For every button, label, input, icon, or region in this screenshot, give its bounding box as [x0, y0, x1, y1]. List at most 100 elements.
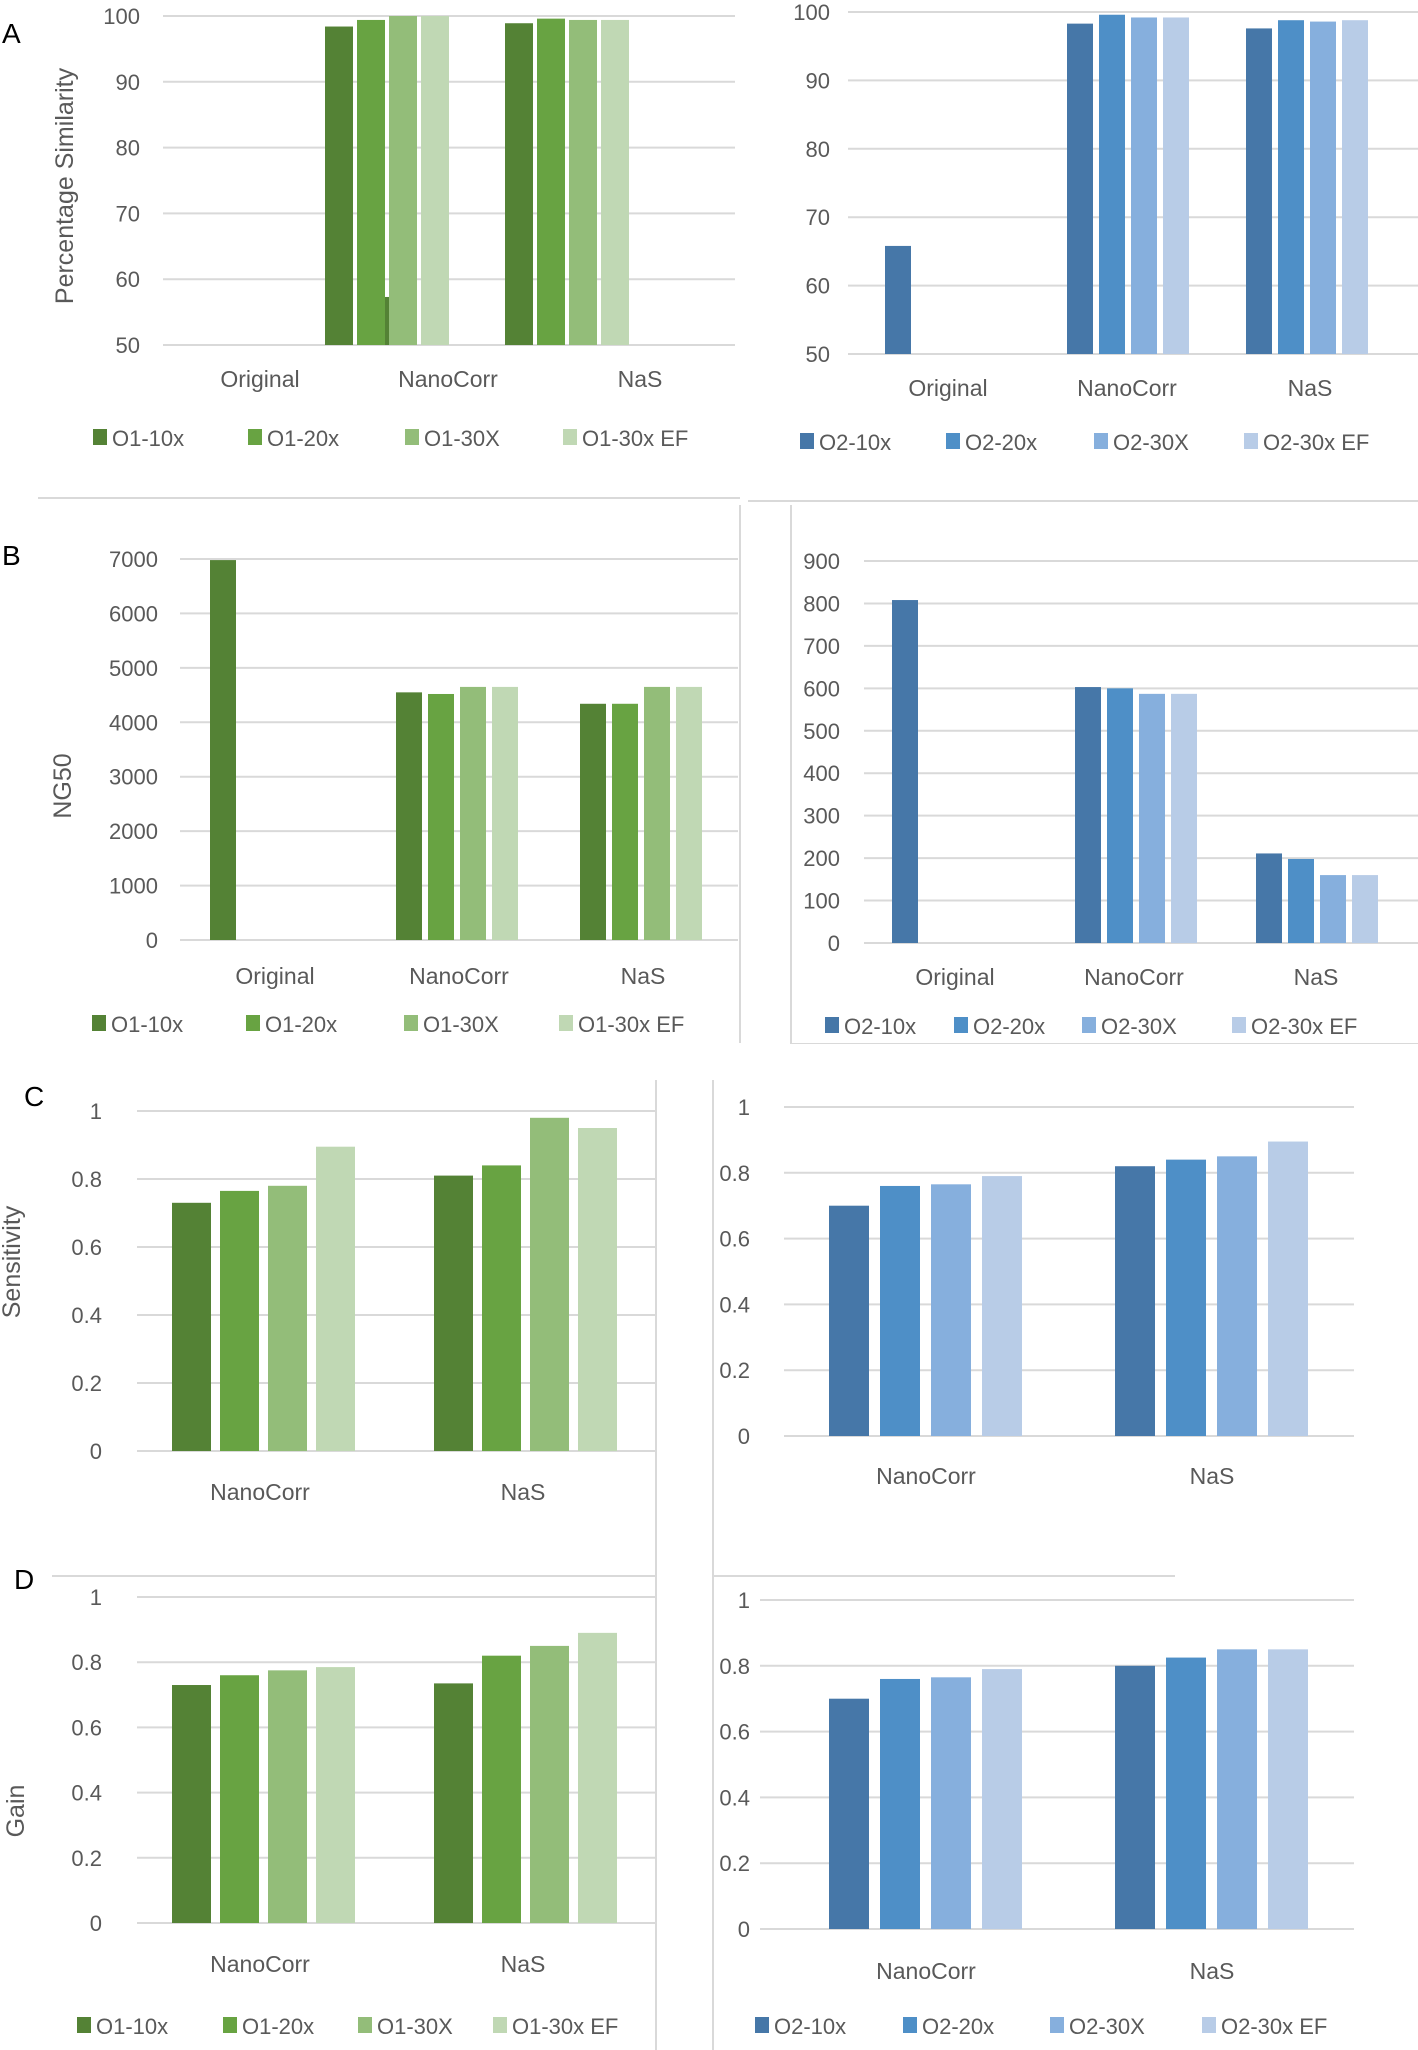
y-tick-label: 800	[803, 591, 840, 616]
bar-o1-30x-ef-nanocorr	[316, 1667, 355, 1923]
y-tick-label: 1	[90, 1585, 102, 1610]
y-tick-label: 0.4	[719, 1292, 750, 1317]
bar-o2-10x-nanocorr	[829, 1205, 869, 1436]
x-category-label: Original	[915, 964, 994, 990]
panel-letter-d: D	[14, 1564, 35, 1595]
y-tick-label: 0.6	[719, 1227, 750, 1252]
y-tick-label: 0.6	[71, 1235, 102, 1260]
bar-o1-30x-nas	[389, 16, 417, 345]
y-tick-label: 0.2	[71, 1371, 102, 1396]
y-tick-label: 80	[116, 136, 140, 161]
bar-o2-30x-ef-nanocorr	[1171, 693, 1197, 943]
bar-o2-20x-nas	[1278, 20, 1304, 354]
bar-o1-20x-nanocorr	[220, 1190, 259, 1451]
x-category-label: Original	[908, 375, 987, 401]
y-axis-label: Sensitivity	[0, 1205, 26, 1318]
x-category-label: NaS	[501, 1479, 546, 1505]
legend-label: O2-30x EF	[1221, 2014, 1327, 2039]
bar-o1-10x-nanocorr	[172, 1685, 211, 1923]
y-tick-label: 0	[738, 1424, 750, 1449]
bar-o1-10x-nas	[434, 1175, 473, 1451]
x-category-label: NaS	[1288, 375, 1333, 401]
y-tick-label: 0.2	[719, 1358, 750, 1383]
y-tick-label: 100	[803, 889, 840, 914]
y-tick-label: 7000	[109, 547, 158, 572]
y-tick-label: 1	[738, 1588, 750, 1613]
legend-swatch	[92, 1015, 106, 1031]
legend-swatch	[246, 1015, 260, 1031]
legend-swatch	[1094, 433, 1108, 449]
x-category-label: NanoCorr	[398, 366, 498, 392]
x-category-label: NaS	[618, 366, 663, 392]
bar-o1-30x-ef-nas	[578, 1128, 617, 1451]
legend-label: O2-30X	[1069, 2014, 1145, 2039]
bar-o2-20x-nas	[1288, 858, 1314, 943]
bar-o1-30x-nas	[530, 1645, 569, 1923]
legend-label: O2-20x	[965, 430, 1037, 455]
bar-o2-20x-nanocorr	[880, 1185, 920, 1436]
y-tick-label: 0.8	[71, 1167, 102, 1192]
divider-c-d-right	[712, 1575, 1175, 1577]
legend-swatch	[563, 429, 577, 445]
bar-o2-20x-nas	[1166, 1159, 1206, 1436]
y-tick-label: 1	[90, 1099, 102, 1124]
x-category-label: NanoCorr	[1084, 964, 1184, 990]
y-tick-label: 0.6	[71, 1715, 102, 1740]
y-tick-label: 3000	[109, 765, 158, 790]
y-tick-label: 0.2	[719, 1851, 750, 1876]
bar-o2-30x-nas	[1320, 875, 1346, 943]
bar-o2-10x-original	[892, 600, 918, 943]
x-category-label: NanoCorr	[1077, 375, 1177, 401]
y-tick-label: 200	[803, 846, 840, 871]
bar-o2-20x-nanocorr	[880, 1678, 920, 1929]
bar-o2-10x-nas	[1115, 1166, 1155, 1436]
bar-o2-20x-nas	[1166, 1657, 1206, 1929]
y-tick-label: 0.8	[719, 1161, 750, 1186]
y-tick-label: 0.4	[719, 1785, 750, 1810]
x-category-label: Original	[220, 366, 299, 392]
bar-o1-30x-ef-nanocorr	[316, 1146, 355, 1451]
y-tick-label: 100	[103, 4, 140, 29]
legend-swatch	[1202, 2017, 1216, 2033]
legend-swatch	[405, 429, 419, 445]
divider-b-right-left-edge	[790, 505, 792, 1043]
bar-o2-10x-nas	[1256, 853, 1282, 943]
bar-o2-10x-nas	[1246, 28, 1272, 354]
legend-label: O1-10x	[111, 1012, 183, 1037]
legend-swatch	[1082, 1017, 1096, 1033]
y-tick-label: 5000	[109, 656, 158, 681]
y-tick-label: 60	[116, 267, 140, 292]
x-category-label: NanoCorr	[210, 1479, 310, 1505]
bar-o2-30x-ef-nas	[1352, 875, 1378, 943]
bar-o1-10x-nanocorr	[172, 1202, 211, 1451]
legend-label: O1-30X	[424, 426, 500, 451]
x-category-label: NaS	[1190, 1958, 1235, 1984]
bar-o1-10x-nanocorr	[505, 23, 533, 345]
bar-o1-10x-nanocorr	[396, 692, 422, 940]
legend-label: O2-10x	[774, 2014, 846, 2039]
y-tick-label: 0.4	[71, 1781, 102, 1806]
bar-o1-20x-nas	[482, 1655, 521, 1923]
y-tick-label: 700	[803, 634, 840, 659]
bar-o2-30x-nas	[1217, 1156, 1257, 1436]
y-tick-label: 2000	[109, 819, 158, 844]
y-tick-label: 0.6	[719, 1720, 750, 1745]
y-tick-label: 0	[738, 1917, 750, 1942]
bar-o2-10x-nanocorr	[829, 1698, 869, 1929]
legend-swatch	[903, 2017, 917, 2033]
y-tick-label: 60	[806, 274, 830, 299]
bar-o2-30x-ef-nas	[1342, 20, 1368, 354]
bar-o1-30x-ef-nas	[578, 1632, 617, 1923]
y-axis-label: NG50	[49, 753, 77, 818]
divider-b-left-right	[739, 505, 741, 1043]
panel-letter-c: C	[24, 1081, 45, 1112]
legend-swatch	[223, 2017, 237, 2033]
bar-o1-10x-original	[210, 560, 236, 940]
legend-label: O2-30x EF	[1251, 1014, 1357, 1039]
bar-o2-30x-nanocorr	[931, 1677, 971, 1929]
bar-o2-30x-ef-nas	[1268, 1141, 1308, 1436]
legend-swatch	[755, 2017, 769, 2033]
